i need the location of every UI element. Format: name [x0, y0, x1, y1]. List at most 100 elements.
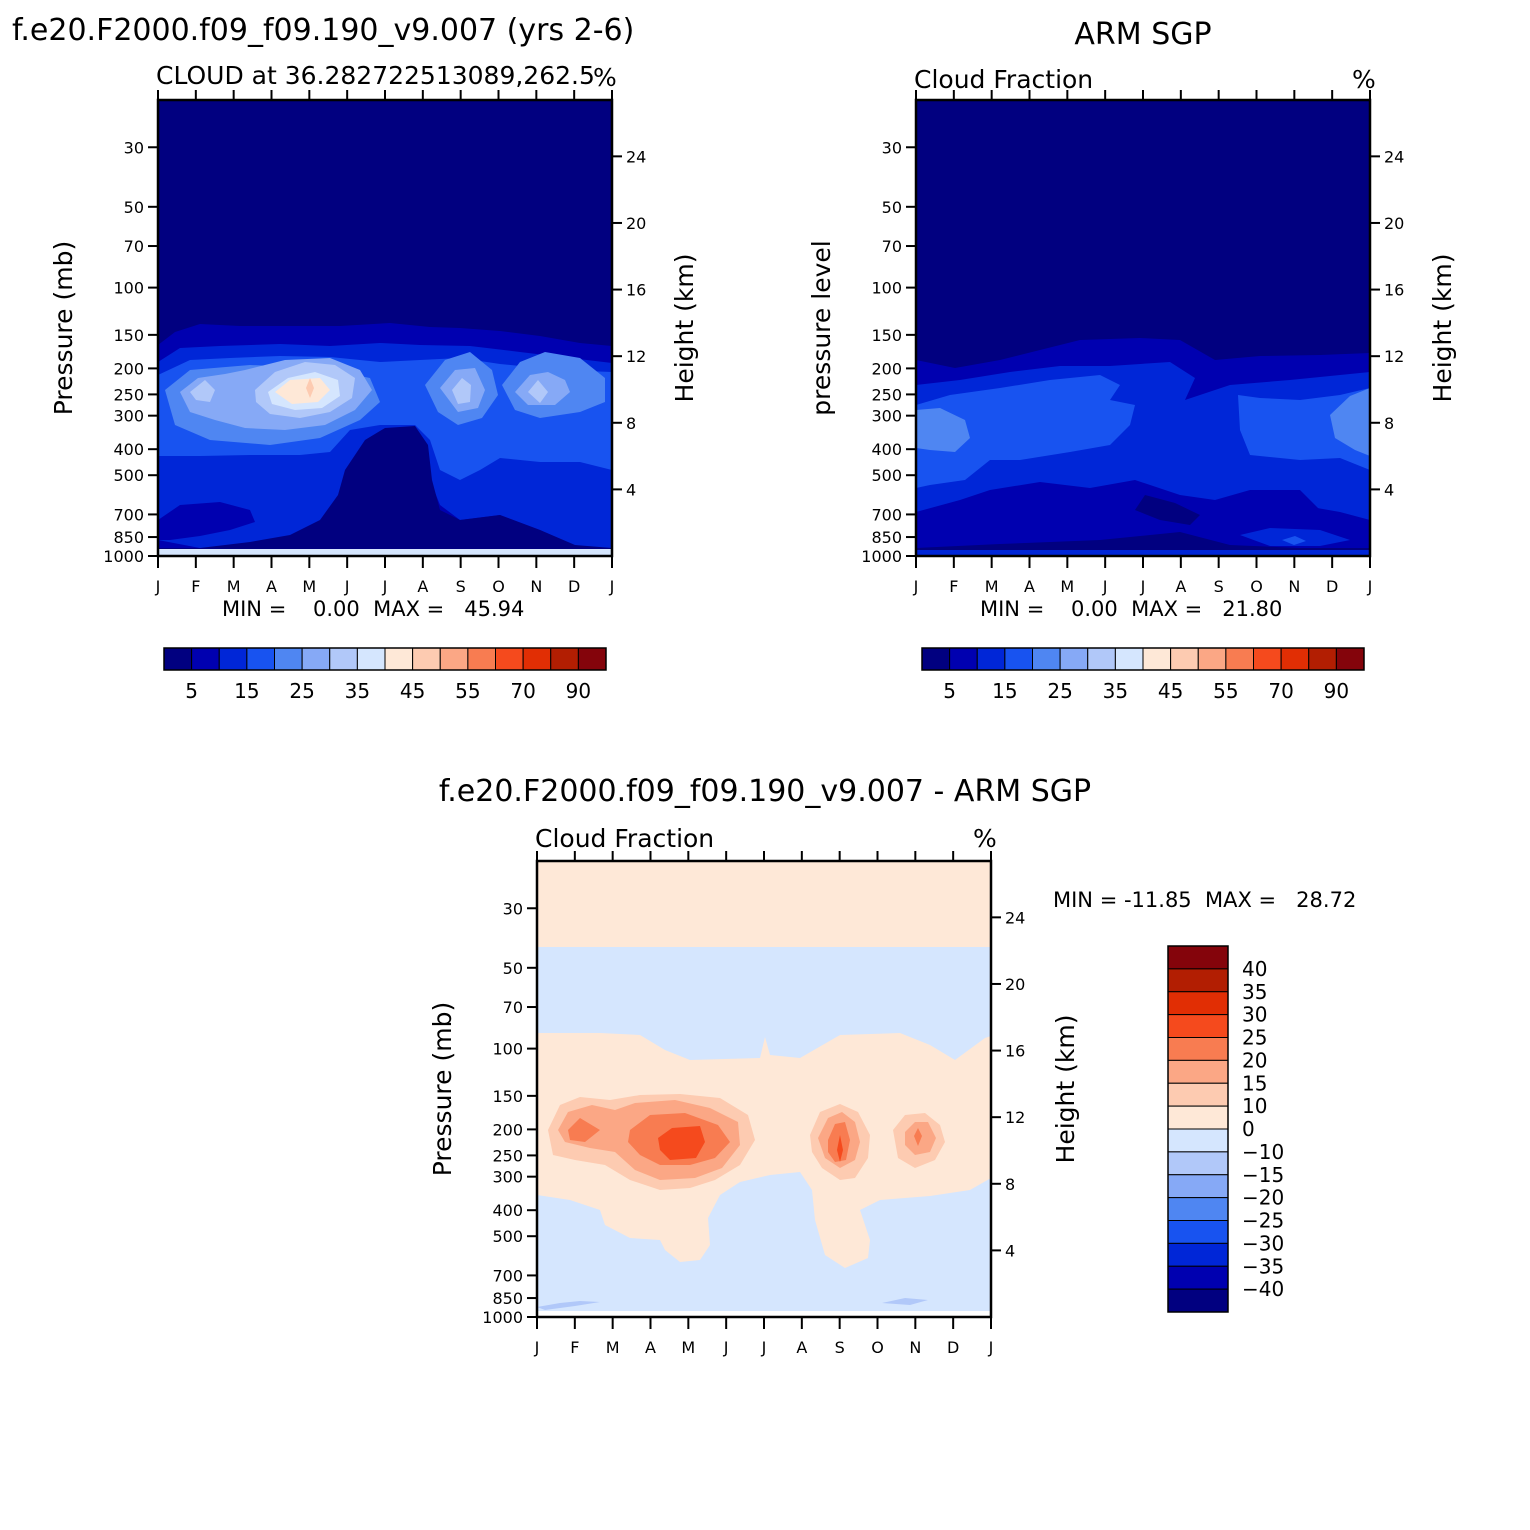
diff-y2label: Height (km): [1051, 1015, 1080, 1164]
diff-stats: MIN = -11.85 MAX = 28.72: [1053, 888, 1356, 912]
obs-xtick-label: N: [1288, 577, 1300, 596]
diff-units: %: [973, 824, 997, 853]
colorbar-label: 70: [1268, 679, 1293, 703]
model-ytick-label: 150: [113, 326, 144, 345]
diff-colorbar-label: 20: [1242, 1048, 1267, 1072]
obs-ylabel: pressure level: [807, 240, 836, 415]
diff-y2tick-label: 4: [1005, 1241, 1015, 1260]
diff-colorbar-swatch: [1167, 1288, 1229, 1313]
model-y2tick-label: 4: [626, 480, 636, 499]
obs-ytick-label: 1000: [861, 547, 902, 566]
obs-y2label: Height (km): [1428, 254, 1457, 403]
diff-ytick-label: 30: [503, 899, 523, 918]
diff-xtick-label: A: [645, 1338, 656, 1357]
colorbar-label: 55: [1213, 679, 1238, 703]
colorbar-frame: [163, 647, 607, 671]
colorbar-swatch: [329, 647, 358, 671]
colorbar-label: 90: [566, 679, 591, 703]
diff-colorbar-swatch: [1167, 1014, 1229, 1038]
diff-colorbar-swatch: [1167, 1128, 1229, 1153]
model-fill-level-9: [306, 378, 314, 398]
colorbar-swatch: [1170, 647, 1199, 671]
diff-colorbar-label: 10: [1242, 1094, 1267, 1118]
diff-colorbar-swatch: [1167, 945, 1229, 970]
colorbar-label: 35: [345, 679, 370, 703]
diff-xtick-label: J: [534, 1338, 540, 1357]
colorbar-label: 35: [1103, 679, 1128, 703]
diff-ytick-label: 250: [492, 1146, 523, 1165]
obs-ytick-label: 400: [871, 440, 902, 459]
diff-y2tick-label: 20: [1005, 975, 1025, 994]
diff-fill-0-10: [537, 1033, 991, 1268]
model-contour-field: [158, 100, 612, 556]
model-y2tick-label: 16: [626, 281, 646, 300]
obs-xtick-label: A: [1024, 577, 1035, 596]
obs-figure-title: ARM SGP: [1074, 17, 1211, 52]
obs-xtick-label: D: [1326, 577, 1338, 596]
model-colorbar: 5 15 25 35 45 55 70 90: [163, 647, 607, 703]
diff-colorbar-label: −40: [1242, 1277, 1284, 1301]
colorbar-swatch: [976, 647, 1006, 671]
diff-figure-title: f.e20.F2000.f09_f09.190_v9.007 - ARM SGP: [439, 774, 1091, 809]
diff-xtick-label: M: [606, 1338, 620, 1357]
diff-colorbar-label: 40: [1242, 957, 1267, 981]
obs-fill-level-3: [916, 375, 1370, 488]
diff-ytick-label: 700: [492, 1266, 523, 1285]
obs-xtick-label: J: [913, 577, 919, 596]
colorbar-label: 15: [992, 679, 1017, 703]
diff-colorbar-swatch: [1167, 1059, 1229, 1084]
model-xtick-label: M: [302, 577, 316, 596]
model-xtick-label: M: [227, 577, 241, 596]
colorbar-label: 25: [289, 679, 314, 703]
model-xtick-label: D: [568, 577, 580, 596]
diff-ytick-label: 100: [492, 1040, 523, 1059]
obs-xtick-label: J: [1140, 577, 1146, 596]
diff-colorbar-label: 0: [1242, 1117, 1255, 1141]
model-surface-band: [158, 549, 612, 556]
model-xtick-label: J: [344, 577, 350, 596]
obs-xtick-label: A: [1175, 577, 1186, 596]
diff-ylabel: Pressure (mb): [428, 1002, 457, 1176]
colorbar-swatch: [1225, 647, 1254, 671]
colorbar-label: 15: [234, 679, 259, 703]
diff-xtick-label: A: [796, 1338, 807, 1357]
diff-xtick-label: M: [681, 1338, 695, 1357]
model-ytick-label: 850: [113, 528, 144, 547]
colorbar-swatch: [1087, 647, 1116, 671]
diff-colorbar-swatch: [1167, 1220, 1229, 1244]
obs-ytick-label: 300: [871, 407, 902, 426]
obs-units: %: [1352, 65, 1376, 94]
colorbar-label: 45: [400, 679, 425, 703]
diff-xtick-label: J: [761, 1338, 767, 1357]
diff-y2tick-label: 12: [1005, 1108, 1025, 1127]
model-ytick-label: 400: [113, 440, 144, 459]
obs-xtick-label: M: [985, 577, 999, 596]
model-xtick-label: A: [417, 577, 428, 596]
diff-ytick-label: 400: [492, 1201, 523, 1220]
diff-colorbar-swatch: [1167, 1174, 1229, 1199]
obs-xtick-label: O: [1250, 577, 1263, 596]
colorbar-swatch: [356, 647, 386, 671]
obs-y2tick-label: 8: [1384, 414, 1394, 433]
diff-colorbar-label: −30: [1242, 1231, 1284, 1255]
model-xtick-label: J: [609, 577, 615, 596]
colorbar-label: 5: [943, 679, 956, 703]
obs-ytick-label: 850: [871, 528, 902, 547]
model-ytick-label: 70: [124, 237, 144, 256]
colorbar-swatch: [1197, 647, 1227, 671]
diff-xtick-label: N: [909, 1338, 921, 1357]
model-figure-title: f.e20.F2000.f09_f09.190_v9.007 (yrs 2-6): [12, 13, 634, 48]
model-y2label: Height (km): [670, 254, 699, 403]
colorbar-swatch: [495, 647, 524, 671]
diff-ytick-label: 70: [503, 998, 523, 1017]
obs-fill-surface-core: [1282, 536, 1306, 545]
diff-colorbar-swatch: [1167, 1082, 1229, 1107]
diff-fill-20-25: [568, 1113, 922, 1165]
model-ylabel: Pressure (mb): [49, 241, 78, 415]
colorbar-swatch: [218, 647, 248, 671]
obs-y2tick-label: 20: [1384, 214, 1404, 233]
obs-ytick-label: 250: [871, 385, 902, 404]
model-y2tick-label: 12: [626, 347, 646, 366]
diff-colorbar-swatch: [1167, 991, 1229, 1016]
